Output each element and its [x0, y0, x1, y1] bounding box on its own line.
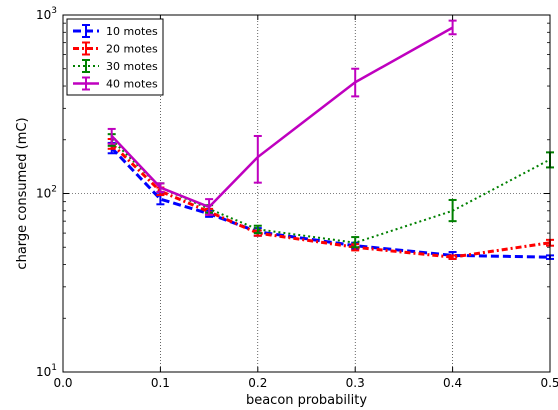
legend-label: 10 motes	[106, 25, 158, 38]
legend-entry: 40 motes	[73, 76, 158, 91]
y-tick-label: 101	[36, 363, 57, 379]
y-tick-label: 103	[36, 6, 57, 22]
legend-label: 20 motes	[106, 43, 158, 56]
x-axis-label: beacon probability	[246, 393, 367, 408]
series-line	[110, 26, 454, 209]
x-tick-label: 0.0	[53, 376, 72, 390]
grid-lines	[63, 15, 550, 372]
legend: 10 motes 20 motes 30 motes 40 motes	[66, 18, 164, 96]
legend-entry: 30 motes	[73, 59, 158, 73]
series-40-motes	[107, 19, 457, 216]
y-axis-label: charge consumed (mC)	[15, 117, 30, 269]
legend-entry: 10 motes	[73, 24, 158, 38]
series-30-motes	[107, 133, 554, 249]
x-tick-label: 0.5	[540, 376, 558, 390]
legend-entry: 20 motes	[73, 41, 158, 56]
axis-ticks: 0.0 0.1 0.2 0.3 0.4 0.5 101 102 103	[36, 6, 558, 390]
series-line	[110, 142, 551, 259]
x-tick-label: 0.2	[248, 376, 267, 390]
series-line	[110, 139, 551, 244]
x-tick-label: 0.3	[346, 376, 365, 390]
series-10-motes	[107, 141, 554, 260]
y-tick-label: 102	[36, 185, 57, 201]
legend-label: 40 motes	[106, 78, 158, 91]
x-tick-label: 0.1	[151, 376, 170, 390]
x-tick-label: 0.4	[443, 376, 462, 390]
series-lines	[107, 19, 554, 260]
series-line	[110, 146, 551, 259]
legend-label: 30 motes	[106, 60, 158, 73]
